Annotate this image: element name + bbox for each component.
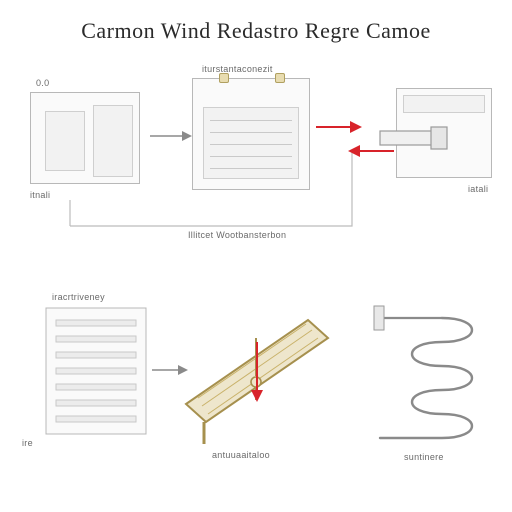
- panel-top-mid-shelf: [203, 107, 299, 179]
- panel-top-right: [396, 88, 492, 178]
- panel-top-right-header: [403, 95, 485, 113]
- caption-top-mid-above: iturstantaconezit: [202, 64, 273, 74]
- page-title: Carmon Wind Redastro Regre Camoe: [0, 18, 512, 44]
- caption-bottom-mid-below: antuuaaitaloo: [212, 450, 270, 460]
- panel-top-left-unit: [93, 105, 133, 177]
- caption-top-right-side: iatali: [468, 184, 488, 194]
- panel-bottom-mid: [178, 294, 338, 450]
- panel-bottom-left: [44, 306, 148, 436]
- diagram-canvas: Carmon Wind Redastro Regre Camoe 0.0 itn…: [0, 0, 512, 512]
- caption-bottom-left-side: ire: [22, 438, 33, 448]
- tray-icon: [379, 125, 449, 151]
- roof-icon: [178, 294, 338, 450]
- caption-mid-below: Illitcet Wootbansterbon: [188, 230, 286, 240]
- arrow-tm-to-tr-red: [314, 118, 362, 136]
- caption-top-left-num: 0.0: [36, 78, 49, 88]
- panel-top-mid: [192, 78, 310, 190]
- panel-top-left: [30, 92, 140, 184]
- caption-top-left-side: itnali: [30, 190, 50, 200]
- coil-icon: [372, 296, 496, 452]
- knob-icon: [219, 73, 229, 83]
- caption-bottom-left-above: iracrtriveney: [52, 292, 105, 302]
- panel-bottom-right: [372, 296, 496, 452]
- arrow-tl-to-tm: [148, 128, 192, 144]
- panel-top-left-window: [45, 111, 85, 171]
- rack-icon: [44, 306, 148, 436]
- knob-icon: [275, 73, 285, 83]
- caption-bottom-right-below: suntinere: [404, 452, 444, 462]
